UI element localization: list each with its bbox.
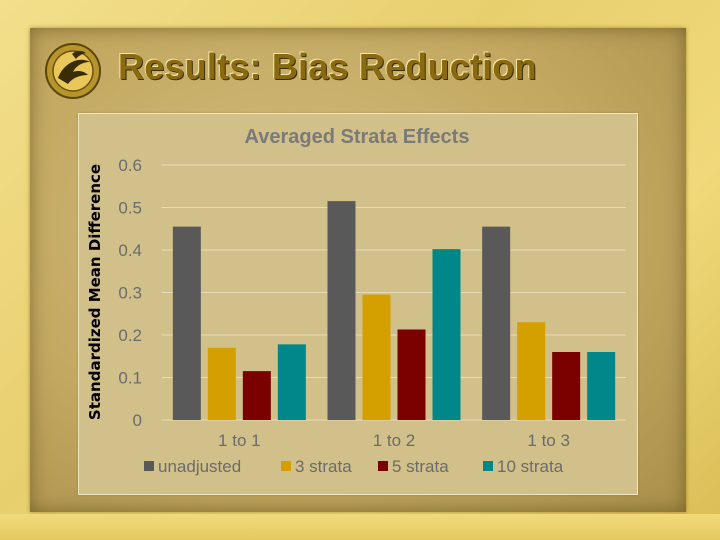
legend-label: 5 strata [392, 457, 449, 476]
x-tick-label: 1 to 1 [218, 431, 261, 450]
bar-3-strata-1 [362, 294, 391, 420]
y-tick-label: 0.4 [118, 241, 142, 260]
y-tick-label: 0.5 [118, 199, 142, 218]
x-tick-label: 1 to 2 [373, 431, 416, 450]
legend-label: unadjusted [158, 457, 241, 476]
legend-swatch [281, 461, 291, 471]
bar-chart: Averaged Strata Effects 0 0.1 0.2 0.3 0.4 0.5… [118, 126, 626, 476]
legend-label: 10 strata [497, 457, 564, 476]
bar-10-strata-0 [277, 344, 306, 420]
bar-unadjusted-2 [482, 226, 511, 420]
bar-5-strata-1 [397, 329, 426, 420]
pegasus-logo-icon [45, 43, 101, 99]
chart-card [78, 113, 638, 495]
y-tick-label: 0.3 [118, 284, 142, 303]
legend-swatch [483, 461, 493, 471]
x-tick-label: 1 to 3 [527, 431, 570, 450]
bar-unadjusted-1 [327, 201, 356, 420]
chart-bars [172, 201, 616, 420]
bar-5-strata-0 [242, 371, 271, 420]
legend-label: 3 strata [295, 457, 352, 476]
bar-3-strata-2 [517, 322, 546, 420]
chart-legend: unadjusted 3 strata 5 strata 10 strata [144, 457, 564, 476]
legend-swatch [378, 461, 388, 471]
bar-5-strata-2 [552, 352, 581, 420]
chart-x-ticks: 1 to 1 1 to 2 1 to 3 [218, 431, 570, 450]
page-title: Results: Bias Reduction [118, 46, 537, 87]
chart-y-ticks: 0 0.1 0.2 0.3 0.4 0.5 0.6 [118, 156, 142, 430]
slide-bottom-band [0, 514, 720, 540]
bar-unadjusted-0 [172, 226, 201, 420]
chart-title: Averaged Strata Effects [245, 126, 470, 148]
bar-10-strata-1 [432, 249, 461, 420]
y-tick-label: 0.1 [118, 369, 142, 388]
bar-10-strata-2 [587, 352, 616, 420]
chart-gridlines [162, 164, 626, 421]
legend-swatch [144, 461, 154, 471]
bar-3-strata-0 [207, 347, 236, 420]
y-tick-label: 0 [133, 411, 142, 430]
y-tick-label: 0.2 [118, 326, 142, 345]
y-tick-label: 0.6 [118, 156, 142, 175]
